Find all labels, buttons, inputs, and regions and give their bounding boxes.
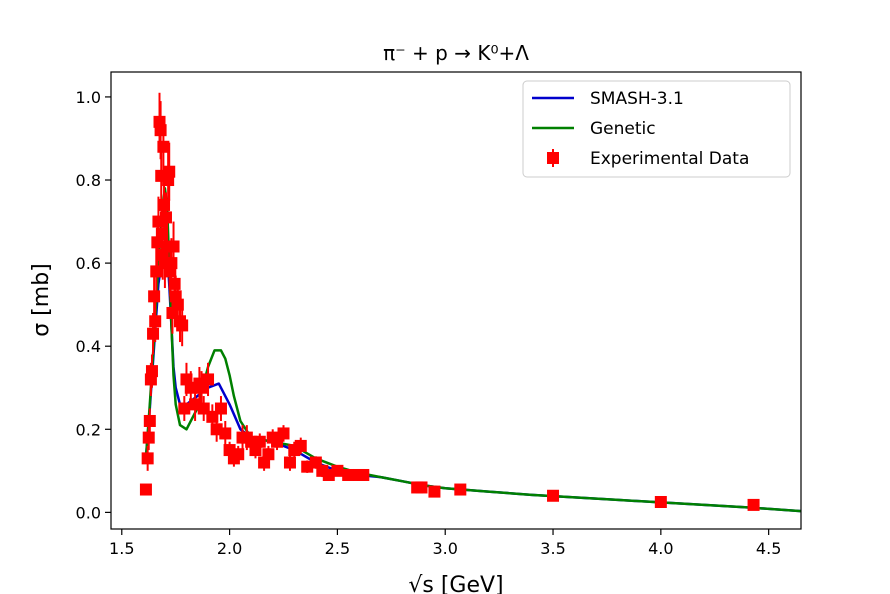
x-tick-label: 3.0 (432, 539, 457, 558)
data-point (454, 483, 467, 496)
data-point (143, 414, 156, 427)
x-tick-label: 4.0 (648, 539, 673, 558)
series-line-genetic (144, 187, 801, 513)
data-point (214, 402, 227, 415)
data-point (139, 483, 152, 496)
axes-frame (110, 71, 802, 530)
data-point (145, 365, 158, 378)
plot-area (139, 92, 801, 513)
series-line-smash-3-1 (144, 245, 801, 513)
y-tick-label: 1.0 (76, 88, 101, 107)
data-point (178, 402, 191, 415)
data-point (294, 439, 307, 452)
data-point (148, 290, 161, 303)
data-point (277, 427, 290, 440)
data-point (141, 452, 154, 465)
data-point (253, 435, 266, 448)
legend-label-smash: SMASH-3.1 (590, 89, 684, 109)
data-point (142, 431, 155, 444)
data-point (428, 485, 441, 498)
x-axis-label: √s [GeV] (408, 573, 503, 594)
experimental-points-group (139, 92, 760, 511)
x-tick-label: 4.5 (756, 539, 781, 558)
data-point (159, 211, 172, 224)
data-point (342, 468, 355, 481)
data-point (547, 489, 560, 502)
data-point (331, 464, 344, 477)
data-point (202, 373, 215, 386)
data-point (176, 319, 189, 332)
data-point (154, 124, 167, 137)
legend-box (522, 80, 791, 178)
y-axis-label: σ [mb] (29, 263, 54, 337)
data-point (167, 240, 180, 253)
legend: SMASH-3.1 Genetic Experimental Data (522, 80, 791, 178)
data-point (156, 248, 169, 261)
data-point (283, 456, 296, 469)
data-point (415, 481, 428, 494)
legend-swatch-marker (547, 152, 559, 164)
data-point (232, 448, 245, 461)
data-point (147, 327, 160, 340)
x-tick-label: 1.5 (109, 539, 134, 558)
y-tick-label: 0.6 (76, 254, 101, 273)
data-point (219, 427, 232, 440)
data-point (158, 198, 171, 211)
y-tick-label: 0.0 (76, 503, 101, 522)
x-tick-label: 2.5 (325, 539, 350, 558)
y-tick-label: 0.8 (76, 171, 101, 190)
series-lines-group (144, 187, 801, 513)
data-point (163, 165, 176, 178)
data-point (747, 498, 760, 511)
y-tick-label: 0.4 (76, 337, 101, 356)
data-point (157, 140, 170, 153)
y-axis: 0.0 0.2 0.4 0.6 0.8 1.0 (76, 88, 111, 522)
x-tick-label: 2.0 (217, 539, 242, 558)
x-tick-label: 3.5 (540, 539, 565, 558)
data-point (149, 315, 162, 328)
data-point (654, 495, 667, 508)
data-point (357, 468, 370, 481)
data-point (262, 448, 275, 461)
legend-label-genetic: Genetic (590, 119, 656, 139)
y-tick-label: 0.2 (76, 420, 101, 439)
chart-title: π⁻ + p → K⁰+Λ (383, 41, 529, 65)
x-axis: 1.5 2.0 2.5 3.0 3.5 4.0 4.5 (109, 529, 781, 558)
legend-label-experimental: Experimental Data (590, 149, 749, 169)
